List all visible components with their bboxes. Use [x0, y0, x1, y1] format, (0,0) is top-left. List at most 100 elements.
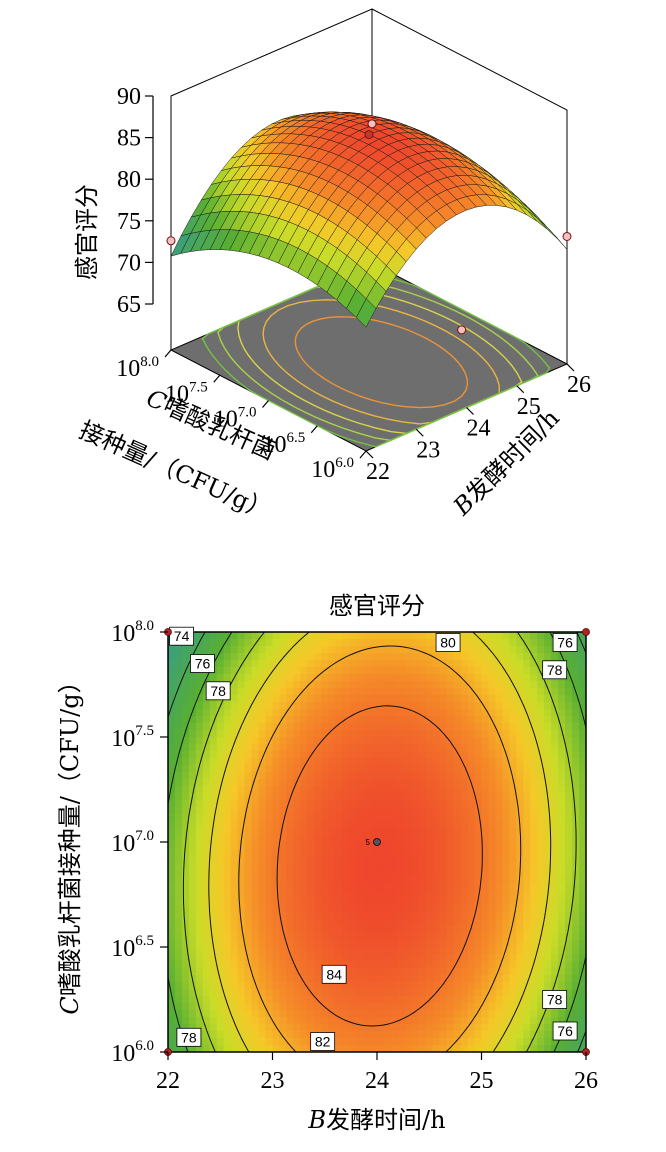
heat-cell — [188, 996, 197, 1004]
heat-cell — [168, 919, 176, 927]
heat-cell — [572, 884, 580, 892]
heat-cell — [530, 961, 538, 969]
heat-cell — [181, 716, 190, 724]
heat-cell — [446, 821, 455, 829]
heat-cell — [300, 779, 308, 787]
heat-cell — [453, 912, 462, 920]
heat-cell — [377, 814, 385, 822]
heat-cell — [488, 751, 497, 759]
heat-cell — [293, 688, 301, 696]
heat-cell — [390, 863, 399, 871]
heat-cell — [335, 723, 343, 731]
heat-cell — [425, 772, 434, 780]
contour-label: 80 — [435, 633, 461, 652]
heat-cell — [565, 660, 573, 668]
heat-cell — [377, 730, 385, 738]
contour-label: 76 — [190, 654, 215, 673]
heat-cell — [425, 709, 434, 717]
heat-cell — [244, 779, 253, 787]
heat-cell — [495, 947, 503, 955]
heat-cell — [342, 772, 350, 780]
heat-cell — [168, 737, 176, 745]
heat-cell — [251, 1017, 260, 1025]
heat-cell — [349, 940, 357, 948]
heat-cell — [181, 786, 190, 794]
heat-cell — [502, 940, 510, 948]
heat-cell — [516, 786, 524, 794]
heat-cell — [390, 744, 399, 752]
heat-cell — [168, 842, 176, 850]
heat-cell — [251, 870, 260, 878]
heat-cell — [530, 716, 538, 724]
heat-cell — [439, 877, 448, 885]
heat-cell — [467, 1038, 476, 1046]
heat-cell — [397, 1031, 406, 1039]
heat-cell — [286, 786, 294, 794]
heat-cell — [265, 1003, 274, 1011]
heat-cell — [237, 793, 246, 801]
heat-cell — [279, 772, 288, 780]
heat-cell — [181, 982, 190, 990]
heat-cell — [579, 996, 586, 1004]
heat-cell — [397, 975, 406, 983]
heat-cell — [516, 1045, 524, 1052]
heat-cell — [286, 996, 294, 1004]
heat-cell — [230, 1031, 239, 1039]
heat-cell — [383, 975, 392, 983]
heat-cell — [195, 982, 204, 990]
heat-cell — [474, 828, 483, 836]
heat-cell — [223, 947, 232, 955]
heat-cell — [244, 723, 253, 731]
heat-cell — [523, 996, 531, 1004]
heat-cell — [279, 667, 288, 675]
heat-cell — [307, 905, 315, 913]
heat-cell — [230, 793, 239, 801]
heat-cell — [300, 835, 308, 843]
heat-cell — [565, 856, 573, 864]
heat-cell — [523, 954, 531, 962]
heat-cell — [446, 758, 455, 766]
heat-cell — [356, 688, 364, 696]
heat-cell — [258, 639, 267, 647]
heat-cell — [544, 926, 552, 934]
heat-cell — [188, 884, 197, 892]
heat-cell — [418, 653, 427, 661]
heat-cell — [551, 681, 559, 689]
heat-cell — [181, 779, 190, 787]
heat-cell — [377, 1038, 385, 1046]
heat-cell — [523, 842, 531, 850]
heat-cell — [307, 660, 315, 668]
heat-cell — [397, 856, 406, 864]
heat-cell — [523, 1038, 531, 1046]
heat-cell — [502, 947, 510, 955]
heat-cell — [502, 1038, 510, 1046]
heat-cell — [307, 940, 315, 948]
heat-cell — [397, 751, 406, 759]
heat-cell — [460, 723, 469, 731]
heat-cell — [488, 702, 497, 710]
heat-cell — [244, 954, 253, 962]
heat-cell — [188, 954, 197, 962]
heat-cell — [495, 702, 503, 710]
contour-label-box — [169, 626, 194, 646]
heat-cell — [474, 968, 483, 976]
heat-cell — [495, 961, 503, 969]
heat-cell — [516, 751, 524, 759]
heat-cell — [509, 835, 517, 843]
heat-cell — [195, 1017, 204, 1025]
heat-cell — [390, 1010, 399, 1018]
heat-cell — [168, 1017, 176, 1025]
heat-cell — [230, 800, 239, 808]
heat-cell — [300, 926, 308, 934]
heat-cell — [335, 807, 343, 815]
heat-cell — [460, 646, 469, 654]
heat-cell — [223, 898, 232, 906]
heat-cell — [474, 1038, 483, 1046]
heat-cell — [572, 1045, 580, 1052]
y-tick — [359, 450, 367, 459]
heat-cell — [244, 884, 253, 892]
heat-cell — [230, 996, 239, 1004]
heat-cell — [523, 849, 531, 857]
heat-cell — [565, 772, 573, 780]
heat-cell — [481, 660, 490, 668]
